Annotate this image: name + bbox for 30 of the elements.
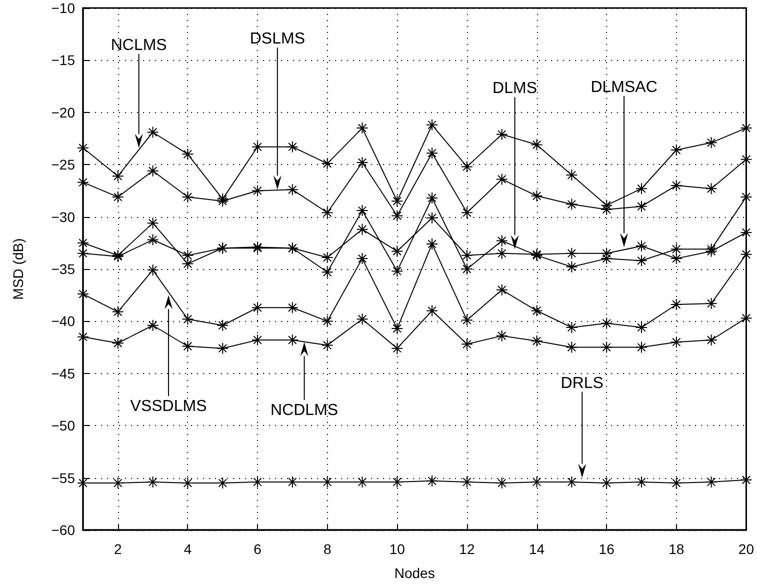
x-tick-label: 10 [389,541,406,557]
x-tick-label: 6 [254,541,262,557]
x-tick-label: 16 [598,541,615,557]
annotation: DRLS [560,374,604,392]
x-tick-label: 18 [668,541,684,557]
y-tick-label: −30 [51,208,76,225]
annotation: DLMSAC [590,79,658,96]
y-tick-label: −55 [51,470,76,486]
y-tick-label: −40 [51,313,76,330]
y-tick-label: −20 [51,104,76,120]
y-tick-label: −15 [51,52,76,68]
x-tick-label: 8 [323,541,332,557]
annotation: VSSDLMS [130,398,207,416]
annotation: NCDLMS [270,402,338,420]
x-tick-label: 2 [114,541,122,557]
y-tick-label: −60 [51,522,76,538]
y-tick-label: −45 [51,365,76,382]
annotation: DLMS [492,80,538,98]
x-tick-label: 14 [528,541,545,557]
annotation: NCLMS [110,36,167,54]
x-tick-label: 12 [459,541,475,557]
annotation: DSLMS [250,30,305,48]
y-tick-label: −25 [51,156,76,173]
x-axis-title: Nodes [394,565,435,581]
y-tick-label: −50 [51,418,76,434]
x-tick-label: 4 [184,541,192,557]
y-tick-label: −35 [51,261,76,277]
x-tick-label: 20 [738,541,754,557]
y-tick-label: −10 [51,0,76,16]
y-axis-title: MSD (dB) [10,238,26,300]
